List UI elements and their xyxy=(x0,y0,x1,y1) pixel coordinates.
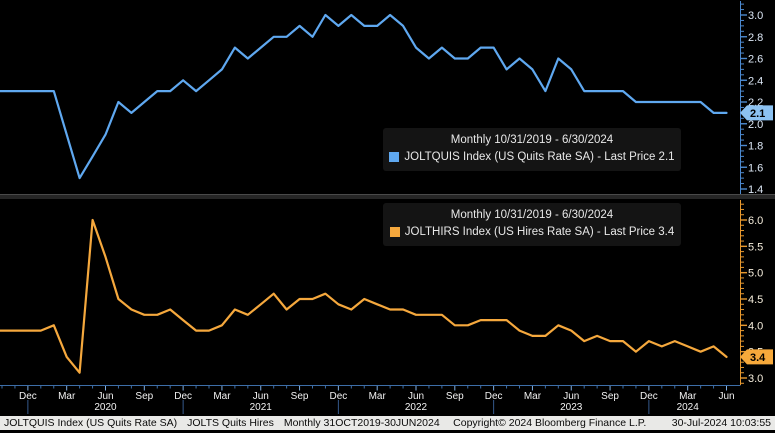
x-month-label: Jun xyxy=(408,391,424,402)
x-month-label: Dec xyxy=(485,391,503,402)
y-tick-label: 4.0 xyxy=(748,320,763,332)
y-tick-label: 3.0 xyxy=(748,373,763,385)
y-tick-label: 5.5 xyxy=(748,241,763,253)
quits-rate-last-price-tag xyxy=(740,105,773,121)
quits-series-swatch xyxy=(389,152,400,162)
chart-canvas[interactable]: 3.02.82.62.42.22.01.81.61.42.16.05.55.04… xyxy=(0,0,775,417)
status-bar: JOLTQUIS Index (US Quits Rate SA) JOLTS … xyxy=(0,416,775,430)
status-chart-title: JOLTS Quits Hires xyxy=(187,417,274,429)
quits-rate-line[interactable] xyxy=(0,13,728,180)
y-tick-label: 3.0 xyxy=(748,10,763,22)
y-tick-label: 2.6 xyxy=(748,54,763,66)
legend-quits-period: Monthly 10/31/2019 - 6/30/2024 xyxy=(450,134,614,146)
x-month-label: Mar xyxy=(213,391,231,402)
status-datetime: 30-Jul-2024 10:03:55 xyxy=(671,417,771,429)
hires-rate-last-price-value: 3.4 xyxy=(750,352,766,364)
quits-series-label: JOLTQUIS Index (US Quits Rate SA) - Last… xyxy=(404,151,675,163)
x-month-label: Mar xyxy=(524,391,542,402)
y-tick-label: 6.0 xyxy=(748,215,763,227)
x-month-label: Sep xyxy=(446,391,464,402)
hires-series-swatch xyxy=(389,227,400,237)
x-month-label: Jun xyxy=(253,391,269,402)
x-year-label: 2020 xyxy=(94,402,117,413)
x-month-label: Mar xyxy=(58,391,76,402)
y-tick-label: 4.5 xyxy=(748,294,763,306)
panel-divider xyxy=(0,194,775,199)
x-month-label: Mar xyxy=(369,391,387,402)
status-range: Monthly 31OCT2019-30JUN2024 xyxy=(283,417,440,429)
legend-hires[interactable]: Monthly 10/31/2019 - 6/30/2024 JOLTHIRS … xyxy=(383,203,681,246)
legend-quits[interactable]: Monthly 10/31/2019 - 6/30/2024 JOLTQUIS … xyxy=(383,128,681,171)
x-year-label: 2024 xyxy=(677,402,700,413)
x-month-label: Dec xyxy=(19,391,37,402)
hires-rate-last-price-tag xyxy=(740,349,773,365)
y-tick-label: 2.0 xyxy=(748,119,763,131)
x-month-label: Dec xyxy=(329,391,347,402)
x-month-label: Dec xyxy=(174,391,192,402)
legend-hires-period: Monthly 10/31/2019 - 6/30/2024 xyxy=(450,209,614,221)
status-ticker: JOLTQUIS Index (US Quits Rate SA) xyxy=(4,417,178,429)
hires-series-label: JOLTHIRS Index (US Hires Rate SA) - Last… xyxy=(404,226,675,238)
y-tick-label: 1.4 xyxy=(748,184,763,196)
x-year-label: 2022 xyxy=(405,402,428,413)
y-tick-label: 1.6 xyxy=(748,162,763,174)
quits-rate-last-price-value: 2.1 xyxy=(750,108,765,120)
x-month-label: Jun xyxy=(718,391,734,402)
x-month-label: Dec xyxy=(640,391,658,402)
x-month-label: Sep xyxy=(135,391,153,402)
x-month-label: Sep xyxy=(601,391,619,402)
status-copyright: Copyright© 2024 Bloomberg Finance L.P. xyxy=(453,417,647,429)
x-month-label: Sep xyxy=(291,391,309,402)
y-tick-label: 1.8 xyxy=(748,141,763,153)
x-year-label: 2023 xyxy=(560,402,583,413)
y-tick-label: 5.0 xyxy=(748,268,763,280)
y-tick-label: 2.8 xyxy=(748,32,763,44)
hires-rate-line[interactable] xyxy=(0,218,728,374)
x-month-label: Mar xyxy=(679,391,697,402)
y-tick-label: 2.4 xyxy=(748,75,763,87)
x-year-label: 2021 xyxy=(250,402,273,413)
x-month-label: Jun xyxy=(563,391,579,402)
x-month-label: Jun xyxy=(97,391,113,402)
